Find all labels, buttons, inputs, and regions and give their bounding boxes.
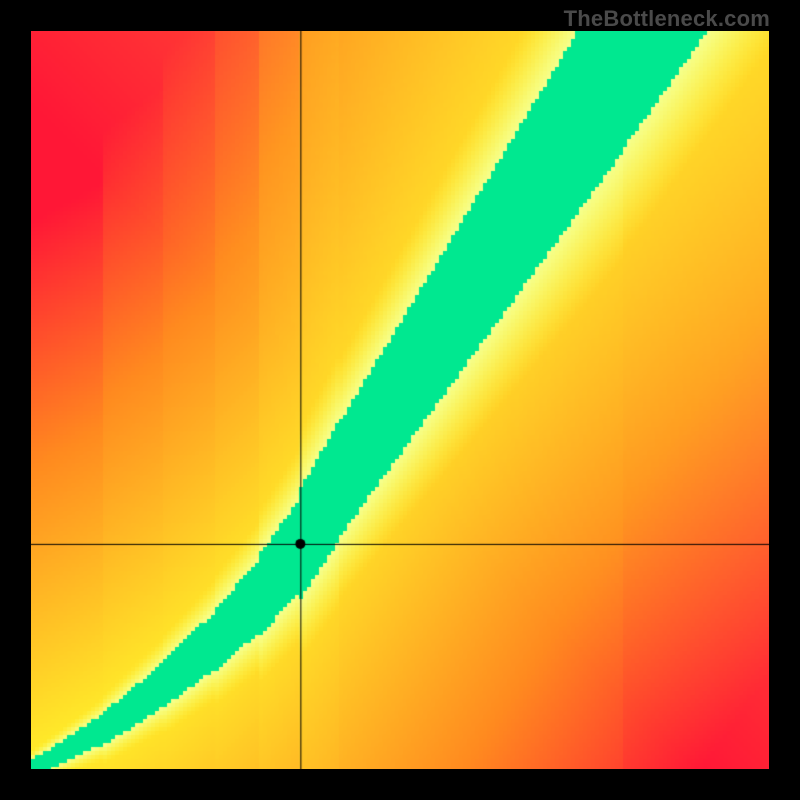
heatmap-canvas [31, 31, 769, 769]
watermark-text: TheBottleneck.com [564, 6, 770, 32]
image-frame: TheBottleneck.com [0, 0, 800, 800]
heatmap-plot [31, 31, 769, 769]
